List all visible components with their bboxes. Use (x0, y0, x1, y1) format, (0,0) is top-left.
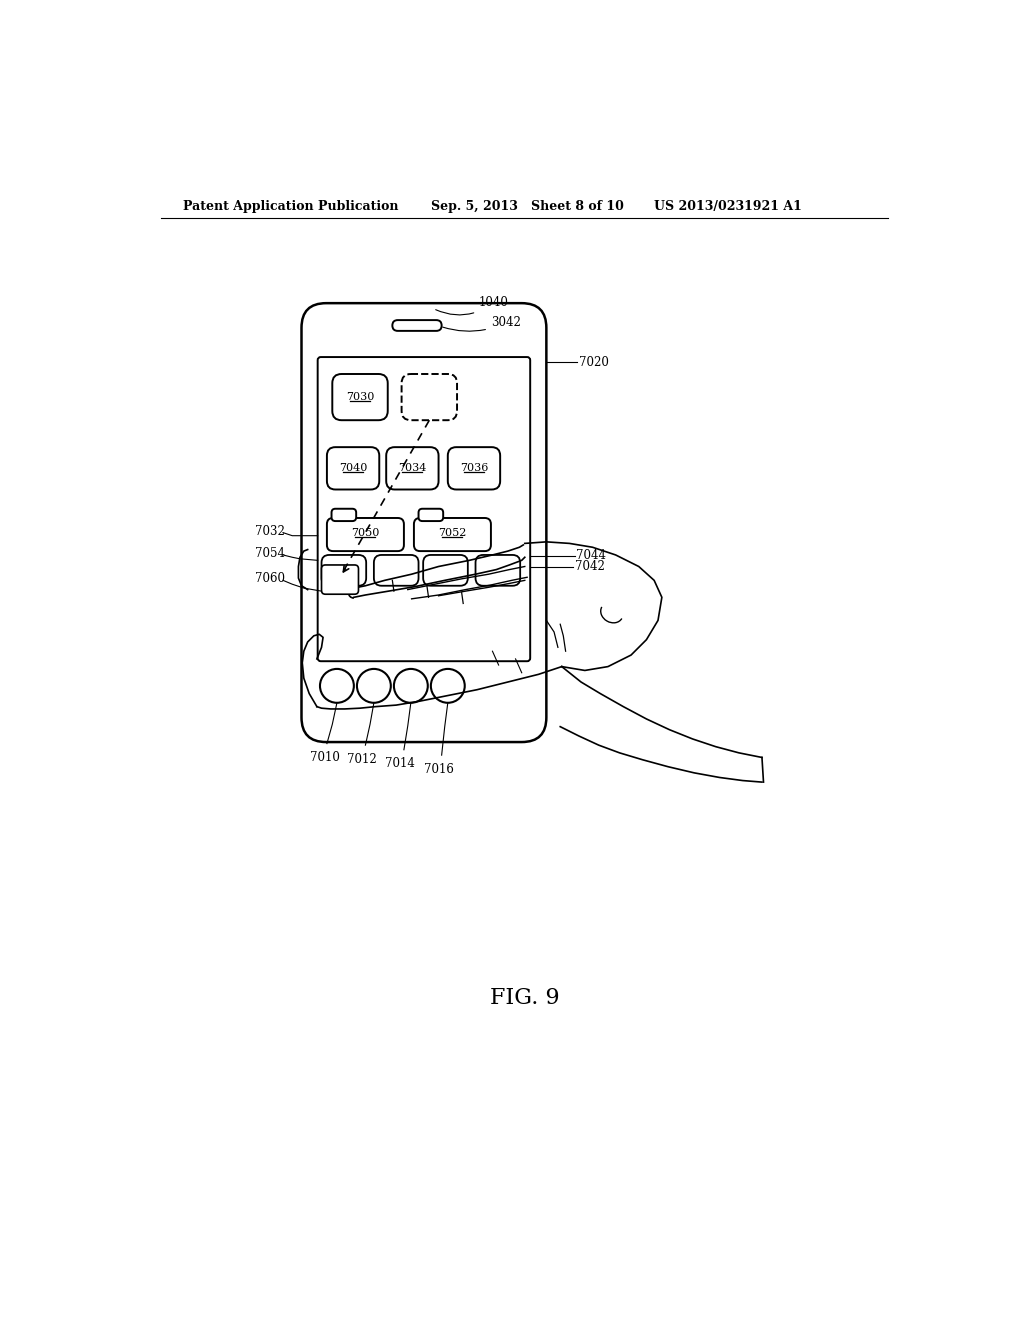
Text: 7044: 7044 (577, 549, 606, 562)
Text: 7036: 7036 (460, 463, 488, 474)
FancyBboxPatch shape (419, 508, 443, 521)
FancyBboxPatch shape (327, 447, 379, 490)
FancyBboxPatch shape (392, 321, 441, 331)
Text: 7020: 7020 (579, 356, 608, 370)
FancyBboxPatch shape (333, 374, 388, 420)
Text: US 2013/0231921 A1: US 2013/0231921 A1 (654, 199, 802, 213)
Text: 7016: 7016 (424, 763, 454, 776)
Text: 7014: 7014 (385, 758, 415, 771)
Text: 7012: 7012 (347, 752, 377, 766)
FancyBboxPatch shape (322, 554, 367, 586)
FancyBboxPatch shape (447, 447, 500, 490)
FancyBboxPatch shape (327, 517, 403, 552)
Text: 7060: 7060 (255, 572, 286, 585)
Text: 7054: 7054 (255, 546, 286, 560)
FancyBboxPatch shape (322, 565, 358, 594)
Text: 7050: 7050 (351, 528, 380, 539)
FancyBboxPatch shape (423, 554, 468, 586)
Text: Sep. 5, 2013   Sheet 8 of 10: Sep. 5, 2013 Sheet 8 of 10 (431, 199, 624, 213)
Text: 7040: 7040 (339, 463, 368, 474)
Text: 7030: 7030 (346, 392, 374, 403)
FancyBboxPatch shape (386, 447, 438, 490)
Text: 1040: 1040 (435, 296, 509, 315)
Text: 7010: 7010 (309, 751, 340, 764)
FancyBboxPatch shape (332, 508, 356, 521)
FancyBboxPatch shape (301, 304, 547, 742)
FancyBboxPatch shape (401, 374, 457, 420)
FancyBboxPatch shape (414, 517, 490, 552)
FancyBboxPatch shape (374, 554, 419, 586)
FancyBboxPatch shape (317, 358, 530, 661)
FancyBboxPatch shape (475, 554, 520, 586)
Text: 7052: 7052 (438, 528, 467, 539)
Text: 7032: 7032 (255, 524, 285, 537)
Text: 7034: 7034 (398, 463, 427, 474)
Text: 7042: 7042 (574, 560, 605, 573)
Text: FIG. 9: FIG. 9 (490, 987, 559, 1008)
Text: Patent Application Publication: Patent Application Publication (183, 199, 398, 213)
Text: 3042: 3042 (442, 317, 521, 331)
